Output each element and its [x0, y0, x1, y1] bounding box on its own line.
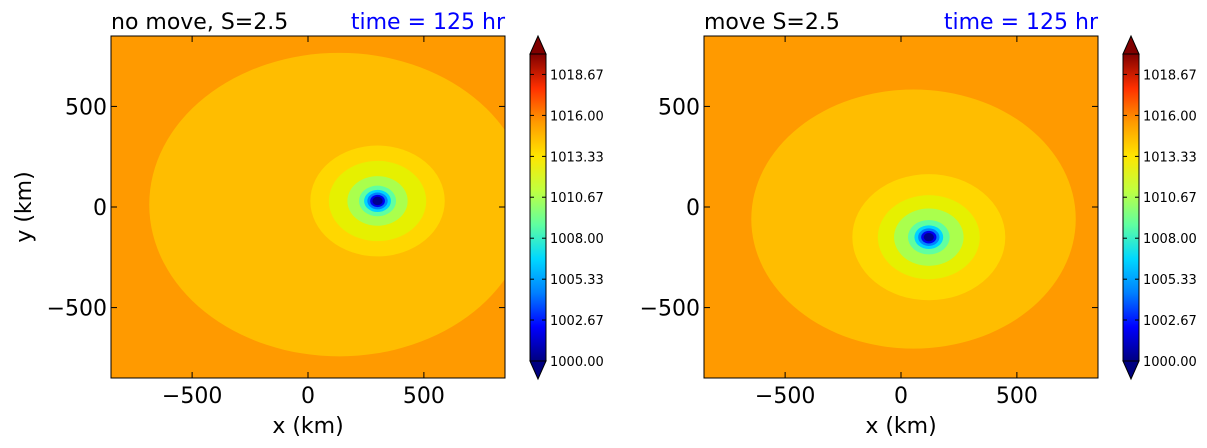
colorbar: 1000.00 1002.67 1005.33 1008.00 1010.67 1013.… [1122, 34, 1197, 381]
chart-panel-1: −500 0 500 −500 0 500 x (km) y (km) no move, S=2… [12, 10, 604, 439]
colorbar-tick-label: 1000.00 [1143, 355, 1197, 370]
y-tick-label: −500 [47, 297, 107, 322]
y-tick-label: 0 [686, 196, 700, 221]
colorbar-tick-label: 1008.00 [1143, 232, 1197, 247]
x-tick-label: 500 [996, 384, 1038, 409]
colorbar-tick-label: 1013.33 [550, 150, 604, 165]
colorbar-tick-label: 1010.67 [1143, 191, 1197, 206]
colorbar-body [529, 53, 547, 362]
colorbar-extend-max [529, 34, 547, 55]
contour-fills [751, 89, 1076, 349]
colorbar-extend-min [1122, 360, 1140, 381]
x-axis-label: x (km) [272, 414, 343, 439]
y-axis-label: y (km) [12, 171, 37, 242]
y-tick-label: 500 [658, 95, 700, 120]
contour-fills [149, 52, 505, 357]
x-tick-label: 500 [403, 384, 445, 409]
x-axis-label: x (km) [865, 414, 936, 439]
colorbar: 1000.00 1002.67 1005.33 1008.00 1010.67 1013.… [529, 34, 604, 381]
colorbar-extend-max [1122, 34, 1140, 55]
y-tick-label: 500 [65, 95, 107, 120]
colorbar-tick-label: 1018.67 [1143, 68, 1197, 83]
chart-title: move S=2.5 [704, 10, 840, 35]
colorbar-tick-label: 1002.67 [1143, 314, 1197, 329]
colorbar-tick-label: 1010.67 [550, 191, 604, 206]
colorbar-body [1122, 53, 1140, 362]
colorbar-tick-label: 1016.00 [1143, 109, 1197, 124]
colorbar-tick-label: 1000.00 [550, 355, 604, 370]
time-label: time = 125 hr [944, 10, 1099, 35]
contour-level-1000 [372, 196, 383, 206]
colorbar-extend-min [529, 360, 547, 381]
x-tick-label: −500 [755, 384, 815, 409]
colorbar-tick-label: 1016.00 [550, 109, 604, 124]
x-tick-label: 0 [894, 384, 908, 409]
x-tick-label: 0 [301, 384, 315, 409]
colorbar-tick-label: 1005.33 [550, 273, 604, 288]
colorbar-tick-label: 1005.33 [1143, 273, 1197, 288]
time-label: time = 125 hr [351, 10, 506, 35]
x-tick-label: −500 [162, 384, 222, 409]
colorbar-tick-label: 1018.67 [550, 68, 604, 83]
colorbar-tick-label: 1002.67 [550, 314, 604, 329]
y-tick-label: −500 [640, 297, 700, 322]
colorbar-tick-label: 1008.00 [550, 232, 604, 247]
colorbar-tick-label: 1013.33 [1143, 150, 1197, 165]
y-tick-label: 0 [93, 196, 107, 221]
chart-panel-2: −500 0 500 −500 0 500 x (km) move S=2.5 time = 1… [640, 10, 1197, 439]
contour-level-1000 [923, 232, 934, 242]
chart-title: no move, S=2.5 [111, 10, 288, 35]
